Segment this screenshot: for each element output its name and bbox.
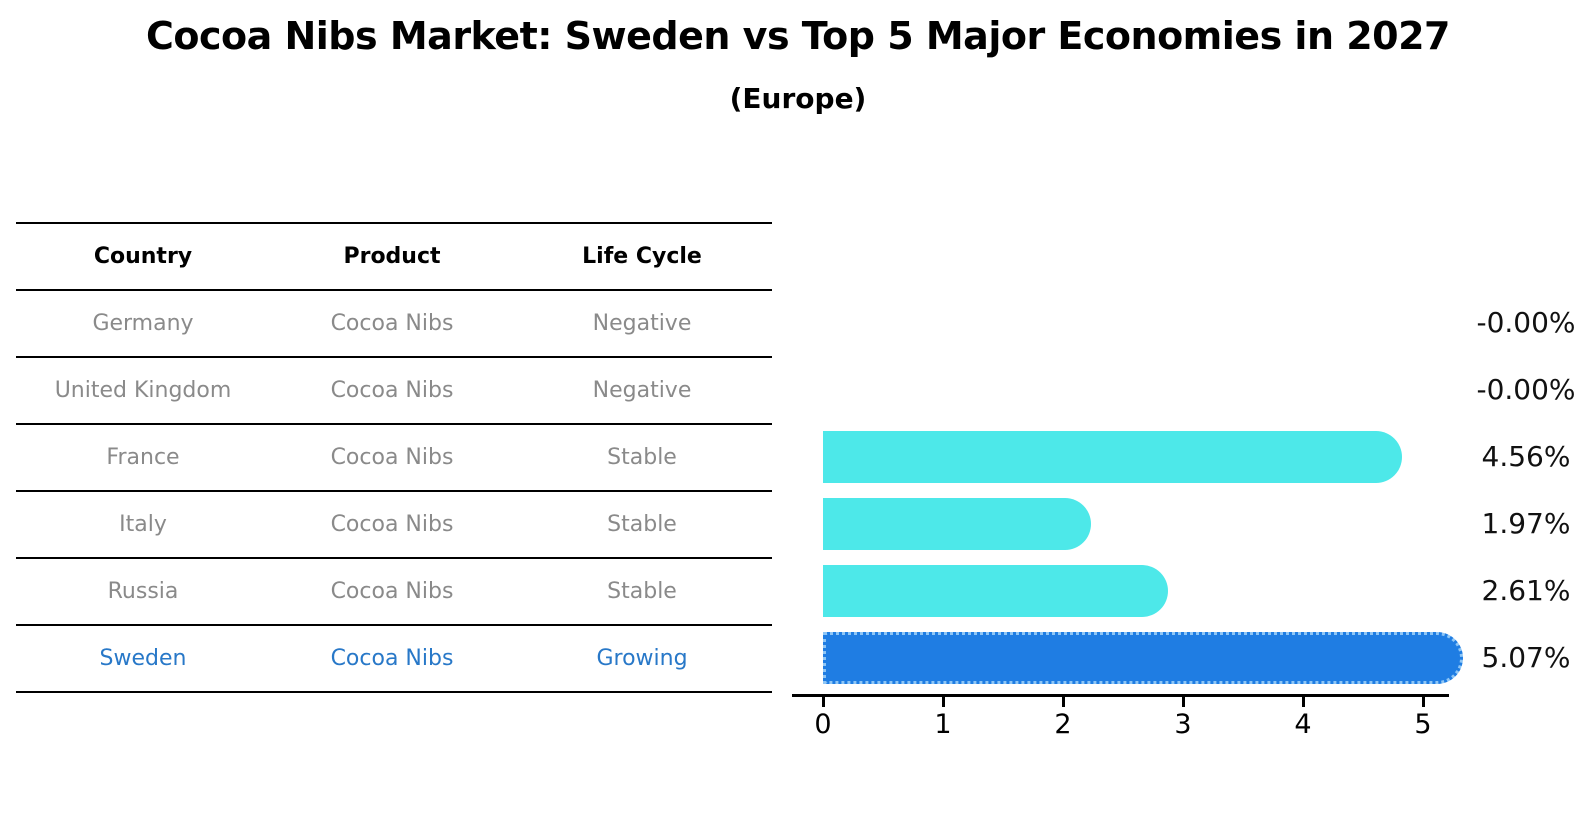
x-axis-tick	[1061, 697, 1065, 707]
cell-lifecycle: Negative	[592, 378, 692, 403]
cell-country: Italy	[119, 512, 167, 537]
x-axis-tick	[1181, 697, 1185, 707]
x-axis-tick-label: 4	[1294, 709, 1312, 740]
cell-country: Germany	[92, 311, 194, 336]
cell-lifecycle: Stable	[607, 445, 677, 470]
x-axis-tick	[941, 697, 945, 707]
country-table: Country Product Life Cycle Germany Cocoa…	[16, 222, 772, 693]
header-lifecycle: Life Cycle	[582, 244, 702, 269]
x-axis-tick-label: 2	[1054, 709, 1072, 740]
table-row-highlight-sweden: Sweden Cocoa Nibs Growing	[16, 626, 772, 693]
value-label-italy: 1.97%	[1481, 506, 1571, 540]
x-axis-tick-label: 3	[1174, 709, 1192, 740]
x-axis-line	[792, 694, 1449, 697]
x-axis-tick	[1421, 697, 1425, 707]
x-axis-tick-label: 5	[1414, 709, 1432, 740]
x-axis-tick-label: 1	[934, 709, 952, 740]
bar-russia	[823, 564, 1169, 617]
cell-product: Cocoa Nibs	[330, 378, 454, 403]
x-axis-tick-label: 0	[814, 709, 832, 740]
cell-country: United Kingdom	[54, 378, 232, 403]
bar-france	[823, 430, 1403, 483]
cell-lifecycle: Stable	[607, 579, 677, 604]
cell-country: France	[106, 445, 180, 470]
bar-sweden	[823, 631, 1464, 684]
table-header-row: Country Product Life Cycle	[16, 224, 772, 291]
cell-country: Russia	[107, 579, 179, 604]
cell-product: Cocoa Nibs	[330, 512, 454, 537]
x-axis-tick	[1301, 697, 1305, 707]
cell-product: Cocoa Nibs	[330, 579, 454, 604]
table-row: Italy Cocoa Nibs Stable	[16, 492, 772, 559]
x-axis-tick	[821, 697, 825, 707]
cell-product: Cocoa Nibs	[330, 646, 454, 671]
chart-subtitle: (Europe)	[729, 82, 867, 115]
cell-product: Cocoa Nibs	[330, 445, 454, 470]
value-label-united-kingdom: -0.00%	[1476, 372, 1576, 406]
chart-title: Cocoa Nibs Market: Sweden vs Top 5 Major…	[145, 14, 1451, 58]
cell-lifecycle: Growing	[596, 646, 688, 671]
value-label-france: 4.56%	[1481, 439, 1571, 473]
value-label-russia: 2.61%	[1481, 573, 1571, 607]
bar-italy	[823, 497, 1092, 550]
table-row: Germany Cocoa Nibs Negative	[16, 291, 772, 358]
table-body: Germany Cocoa Nibs Negative United Kingd…	[16, 291, 772, 693]
value-label-sweden: 5.07%	[1481, 640, 1571, 674]
cell-product: Cocoa Nibs	[330, 311, 454, 336]
cell-country: Sweden	[99, 646, 187, 671]
table-row: United Kingdom Cocoa Nibs Negative	[16, 358, 772, 425]
value-label-germany: -0.00%	[1476, 305, 1576, 339]
header-country: Country	[93, 244, 193, 269]
header-product: Product	[343, 244, 441, 269]
cell-lifecycle: Negative	[592, 311, 692, 336]
table-row: Russia Cocoa Nibs Stable	[16, 559, 772, 626]
table-row: France Cocoa Nibs Stable	[16, 425, 772, 492]
cell-lifecycle: Stable	[607, 512, 677, 537]
